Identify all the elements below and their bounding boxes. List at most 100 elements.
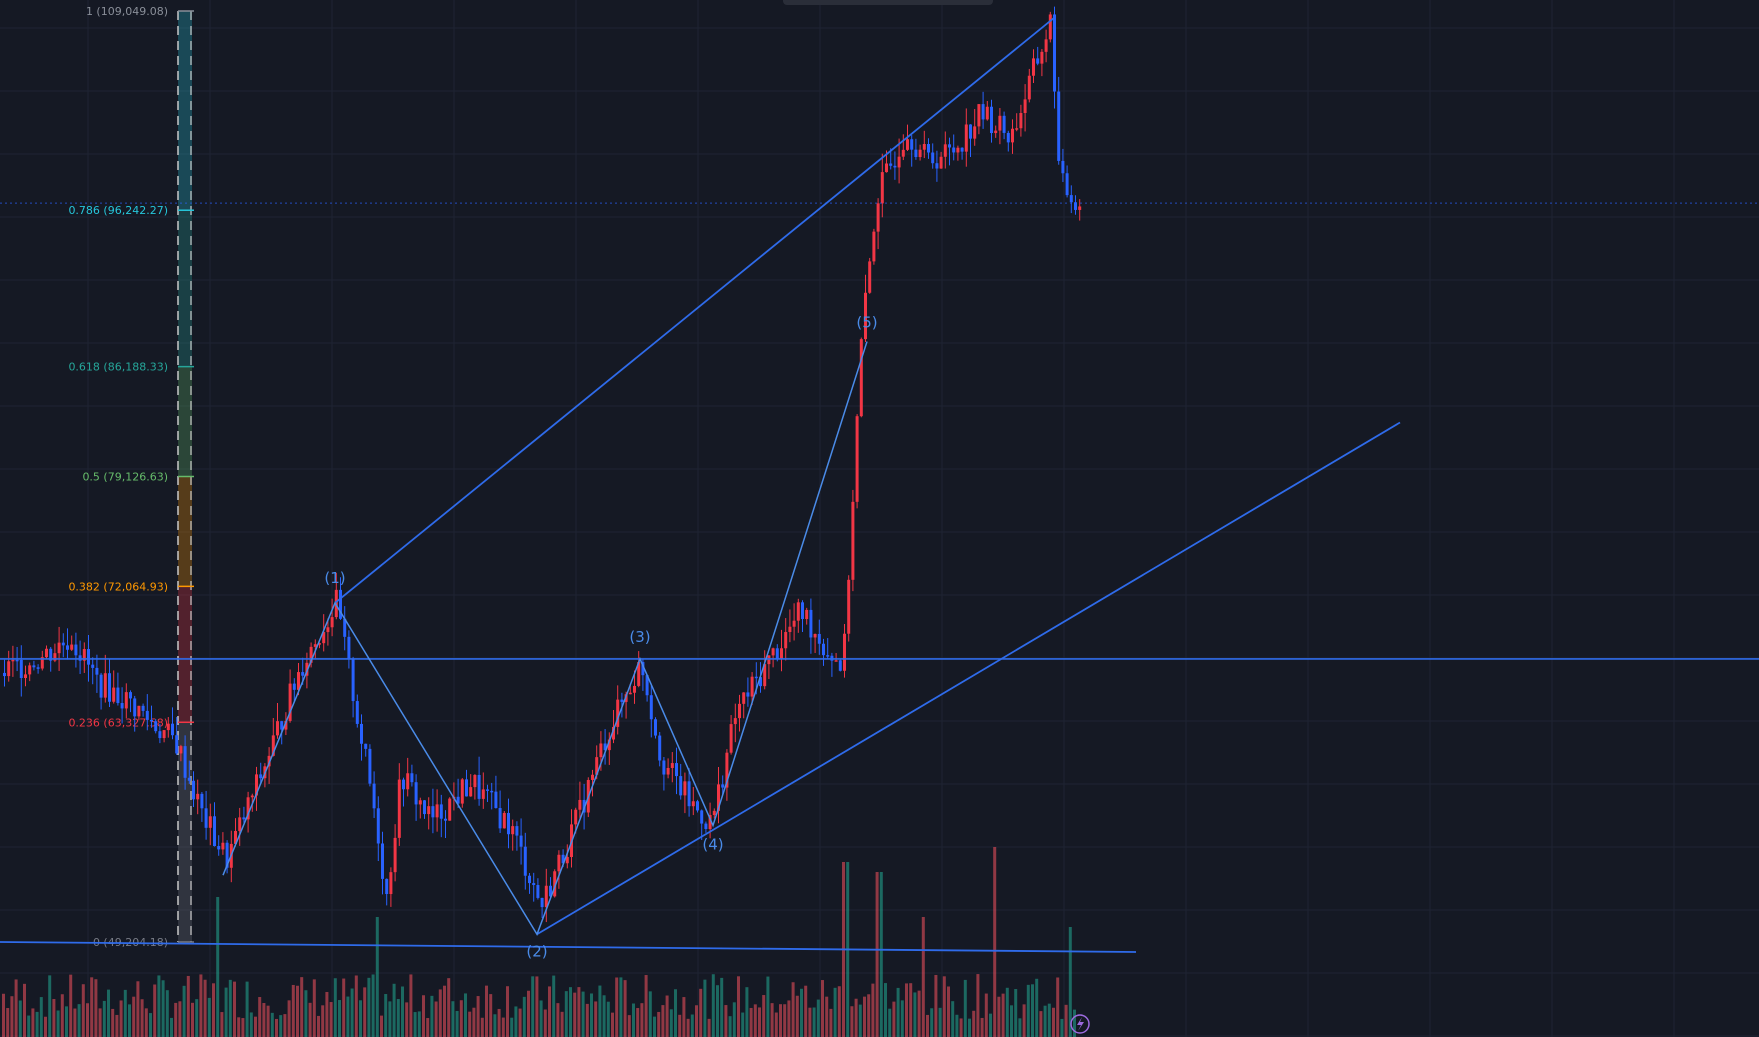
candle-body	[1053, 14, 1056, 92]
volume-bar	[380, 1015, 383, 1037]
volume-bar	[312, 979, 316, 1037]
volume-bar	[300, 977, 304, 1037]
candle-body	[397, 779, 401, 838]
candle-body	[574, 809, 578, 825]
volume-bar	[972, 1010, 976, 1037]
candle-body	[74, 644, 78, 656]
candle-body	[796, 602, 800, 621]
candle-body	[427, 806, 431, 815]
volume-bar	[522, 996, 526, 1037]
candle-body	[57, 642, 61, 654]
volume-bar	[577, 987, 581, 1037]
volume-bar	[60, 994, 64, 1037]
candle-body	[112, 687, 116, 702]
candle-body	[1036, 58, 1040, 64]
volume-bar	[144, 1008, 148, 1037]
candle-body	[393, 837, 397, 873]
fib-zone	[178, 11, 192, 211]
candle-body	[998, 115, 1002, 131]
volume-bar	[283, 1014, 287, 1037]
candle-body	[469, 787, 473, 797]
volume-bar	[451, 1001, 455, 1037]
candle-body	[990, 106, 993, 134]
candle-body	[351, 658, 355, 702]
volume-bar	[233, 981, 236, 1037]
base-trend-line	[0, 941, 1137, 953]
volume-bar	[686, 1018, 690, 1037]
volume-bar	[623, 980, 627, 1037]
volume-bar	[539, 1000, 543, 1037]
volume-bar	[10, 996, 14, 1037]
volume-bar	[548, 986, 551, 1037]
candle-body	[435, 804, 439, 818]
candle-body	[171, 723, 174, 736]
volume-bar	[783, 1004, 787, 1037]
volume-bar	[829, 1008, 833, 1037]
volume-bar	[388, 1001, 392, 1037]
candle-body	[717, 784, 720, 811]
candle-body	[847, 579, 851, 634]
candle-body	[213, 816, 216, 847]
volume-bar	[90, 977, 94, 1037]
candle-body	[28, 665, 32, 675]
volume-bar	[825, 996, 829, 1037]
candle-body	[271, 735, 275, 756]
volume-bar	[65, 1006, 68, 1037]
volume-bar	[405, 1002, 409, 1037]
candle-body	[981, 104, 985, 120]
candle-body	[1015, 128, 1019, 130]
lightning-icon-ring	[1070, 1014, 1090, 1034]
volume-bar	[262, 1002, 266, 1037]
volume-bar	[560, 1011, 564, 1037]
volume-bar	[413, 1012, 417, 1037]
candle-body	[19, 659, 23, 679]
fib-zone	[178, 476, 192, 587]
volume-bar	[401, 986, 404, 1037]
volume-bar	[703, 979, 707, 1037]
candle-body	[603, 743, 607, 751]
candle-body	[280, 721, 284, 730]
volume-bar	[237, 1017, 241, 1037]
volume-bar	[128, 1004, 131, 1037]
fib-zone	[178, 722, 192, 942]
volume-bar	[220, 1012, 224, 1037]
volume-bar	[766, 976, 770, 1037]
lightning-icon[interactable]	[1070, 1014, 1090, 1034]
candle-body	[192, 780, 195, 800]
candle-body	[952, 147, 956, 153]
volume-bar	[308, 1002, 312, 1037]
candle-body	[183, 746, 187, 778]
top-toolbar-tab[interactable]	[783, 0, 993, 5]
volume-bar	[527, 990, 530, 1037]
candle-body	[607, 739, 611, 751]
candle-body	[901, 149, 905, 157]
volume-bar	[35, 1011, 39, 1037]
candle-body	[410, 773, 414, 783]
volume-bar	[321, 1005, 325, 1037]
volume-bar	[875, 872, 879, 1037]
volume-bar	[287, 1000, 291, 1037]
volume-bar	[594, 1001, 598, 1037]
volume-bar	[6, 1008, 10, 1037]
candle-body	[45, 648, 48, 658]
candle-body	[82, 649, 86, 661]
candle-body	[364, 743, 368, 749]
candle-body	[368, 748, 372, 784]
candle-body	[918, 149, 922, 158]
volume-bar	[1014, 989, 1018, 1037]
candle-body	[738, 703, 741, 719]
volume-bar	[543, 1009, 547, 1037]
fib-zone	[178, 586, 192, 723]
volume-bar	[581, 991, 585, 1037]
candle-body	[187, 777, 191, 781]
volume-bar	[963, 979, 967, 1037]
volume-bar	[266, 1005, 270, 1037]
candle-body	[318, 643, 321, 645]
candle-body	[565, 857, 569, 864]
volume-bar	[724, 1005, 728, 1037]
wave-label: (2)	[526, 942, 547, 960]
volume-bar	[48, 975, 52, 1037]
candle-body	[87, 649, 90, 665]
candle-body	[11, 659, 15, 662]
